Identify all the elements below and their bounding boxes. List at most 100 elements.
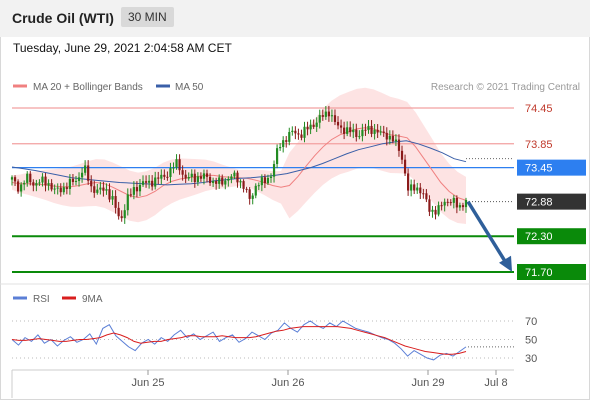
x-tick-label-jul-8: Jul 8: [484, 377, 507, 389]
candle-body: [184, 174, 187, 179]
candle-body: [437, 205, 440, 215]
candle-body: [422, 193, 425, 195]
candle-body: [26, 173, 29, 183]
candle-body: [403, 159, 407, 174]
candle-body: [132, 187, 135, 195]
candle-body: [196, 176, 199, 182]
candle-body: [126, 194, 129, 211]
forecast-layer: [466, 200, 512, 272]
candle-body: [315, 122, 318, 127]
candle-body: [245, 188, 248, 190]
candle-body: [105, 189, 108, 191]
candle-body: [464, 199, 468, 208]
candle-body: [32, 182, 35, 186]
level-labels-layer: 74.45 73.85 73.45 72.88 72.30 71.70: [517, 103, 586, 280]
candle-body: [29, 173, 32, 183]
candle-body: [169, 168, 172, 177]
candle-body: [84, 165, 87, 173]
candle-body: [455, 197, 458, 208]
candle-body: [56, 187, 59, 189]
level-label-73-85: 73.85: [525, 139, 553, 151]
candle-body: [10, 177, 14, 180]
candle-body: [300, 134, 303, 138]
x-axis: Jun 25 Jun 26 Jun 29 Jul 8: [11, 369, 514, 398]
candle-body: [367, 125, 370, 131]
rsi-panel: RSI 9MA 70 50 30: [11, 294, 537, 365]
legend-layer: MA 20 + Bollinger Bands MA 50 Research © 2…: [0, 82, 590, 285]
bollinger-layer: [12, 87, 466, 224]
candle-body: [425, 193, 428, 200]
candle-body: [410, 184, 413, 191]
candle-body: [141, 181, 145, 185]
candle-body: [175, 159, 178, 168]
support-price-tag: [517, 228, 586, 245]
candle-body: [151, 180, 154, 187]
candle-body: [202, 173, 206, 179]
candle-body: [187, 176, 190, 179]
candle-body: [391, 135, 394, 142]
candle-body: [397, 139, 401, 151]
candle-body: [343, 127, 346, 134]
candle-body: [260, 177, 263, 186]
candle-body: [449, 202, 452, 204]
candle-body: [215, 181, 218, 184]
candle-body: [205, 173, 209, 177]
candle-body: [77, 177, 81, 181]
candles-layer: [10, 105, 468, 224]
x-tick-label-jun-25: Jun 25: [131, 377, 164, 389]
candle-body: [434, 209, 437, 215]
candle-body: [117, 207, 120, 217]
legend-rsi-label: RSI: [33, 294, 50, 305]
candle-body: [294, 130, 297, 134]
candle-body: [35, 183, 38, 186]
candle-body: [373, 129, 376, 134]
candle-body: [446, 201, 449, 203]
candle-body: [13, 177, 17, 182]
candle-body: [254, 185, 257, 196]
candle-body: [157, 177, 160, 179]
candle-body: [23, 182, 26, 185]
level-label-72-30: 72.30: [525, 231, 553, 243]
candle-body: [257, 185, 260, 187]
candle-body: [154, 177, 157, 187]
candle-body: [99, 187, 102, 190]
forecast-arrow-head: [499, 255, 512, 272]
candle-body: [65, 187, 68, 189]
forecast-arrow-shaft: [466, 200, 508, 264]
timeframe-badge[interactable]: 30 MIN: [121, 7, 174, 27]
candle-body: [50, 183, 53, 190]
rsi-line: [11, 320, 467, 361]
candle-body: [242, 181, 245, 189]
candle-body: [41, 176, 44, 183]
candle-body: [428, 199, 431, 212]
candle-body: [62, 187, 65, 193]
candle-body: [452, 197, 455, 203]
candle-body: [129, 194, 132, 196]
candle-body: [376, 129, 379, 133]
level-label-74-45: 74.45: [525, 103, 553, 115]
candle-body: [324, 111, 327, 117]
candle-body: [379, 131, 382, 133]
candle-body: [306, 126, 309, 130]
candle-body: [285, 140, 288, 142]
candle-body: [190, 173, 193, 177]
candle-body: [407, 173, 410, 191]
candle-body: [309, 124, 312, 130]
candle-body: [90, 180, 93, 187]
candle-body: [199, 176, 203, 179]
candle-body: [144, 181, 148, 183]
candle-body: [266, 177, 270, 184]
candle-body: [419, 187, 422, 194]
candle-body: [166, 176, 169, 178]
candle-body: [382, 131, 385, 133]
x-tick-label-jun-26: Jun 26: [271, 377, 304, 389]
candle-body: [370, 125, 373, 134]
candle-body: [230, 176, 233, 179]
candle-body: [291, 130, 294, 133]
levels-layer: [12, 107, 514, 273]
candle-body: [38, 182, 41, 184]
candle-body: [224, 180, 227, 185]
candle-body: [303, 126, 306, 138]
support-price-tag: [517, 264, 586, 280]
